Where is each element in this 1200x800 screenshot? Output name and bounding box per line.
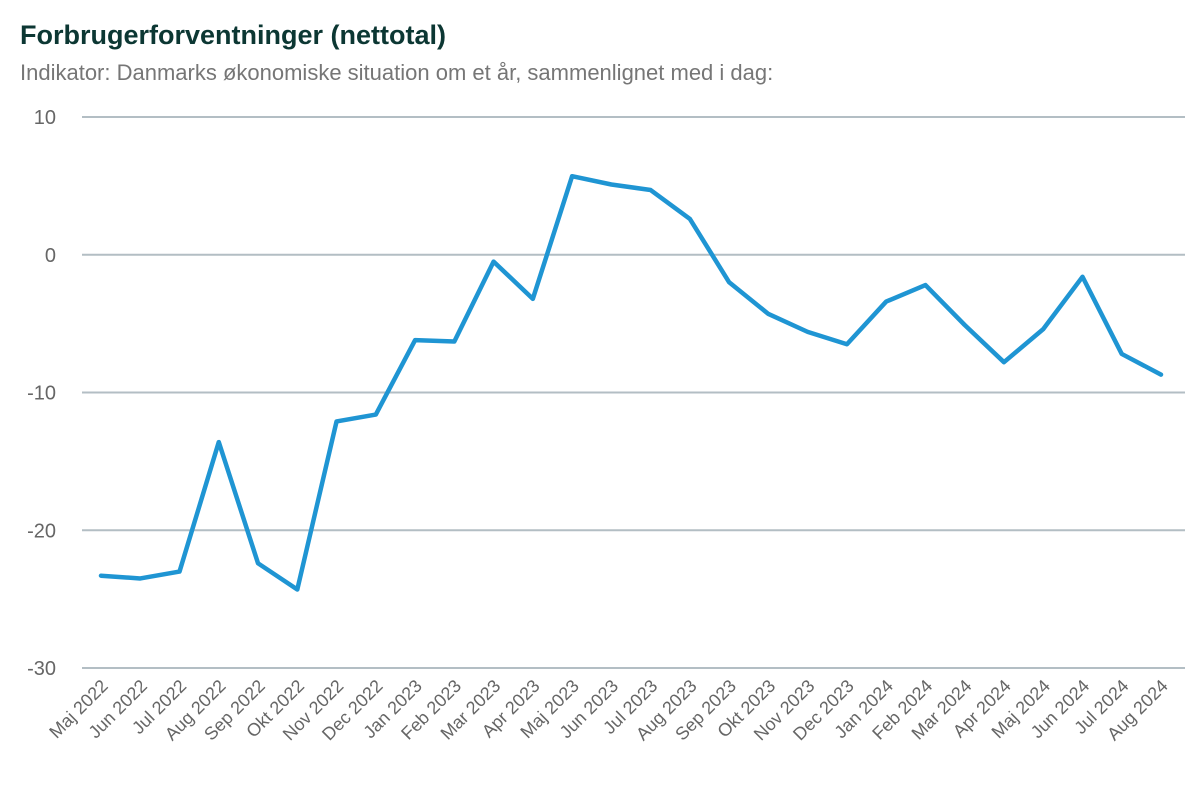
y-tick-label: -10 [27,383,56,405]
y-tick-label: 0 [45,245,56,267]
chart-subtitle: Indikator: Danmarks økonomiske situation… [20,60,774,85]
series-line [98,173,1164,592]
y-tick-label: -20 [27,520,56,542]
chart-title: Forbrugerforventninger (nettotal) [20,20,446,50]
y-tick-label: -30 [27,658,56,680]
y-tick-label: 10 [34,107,56,129]
